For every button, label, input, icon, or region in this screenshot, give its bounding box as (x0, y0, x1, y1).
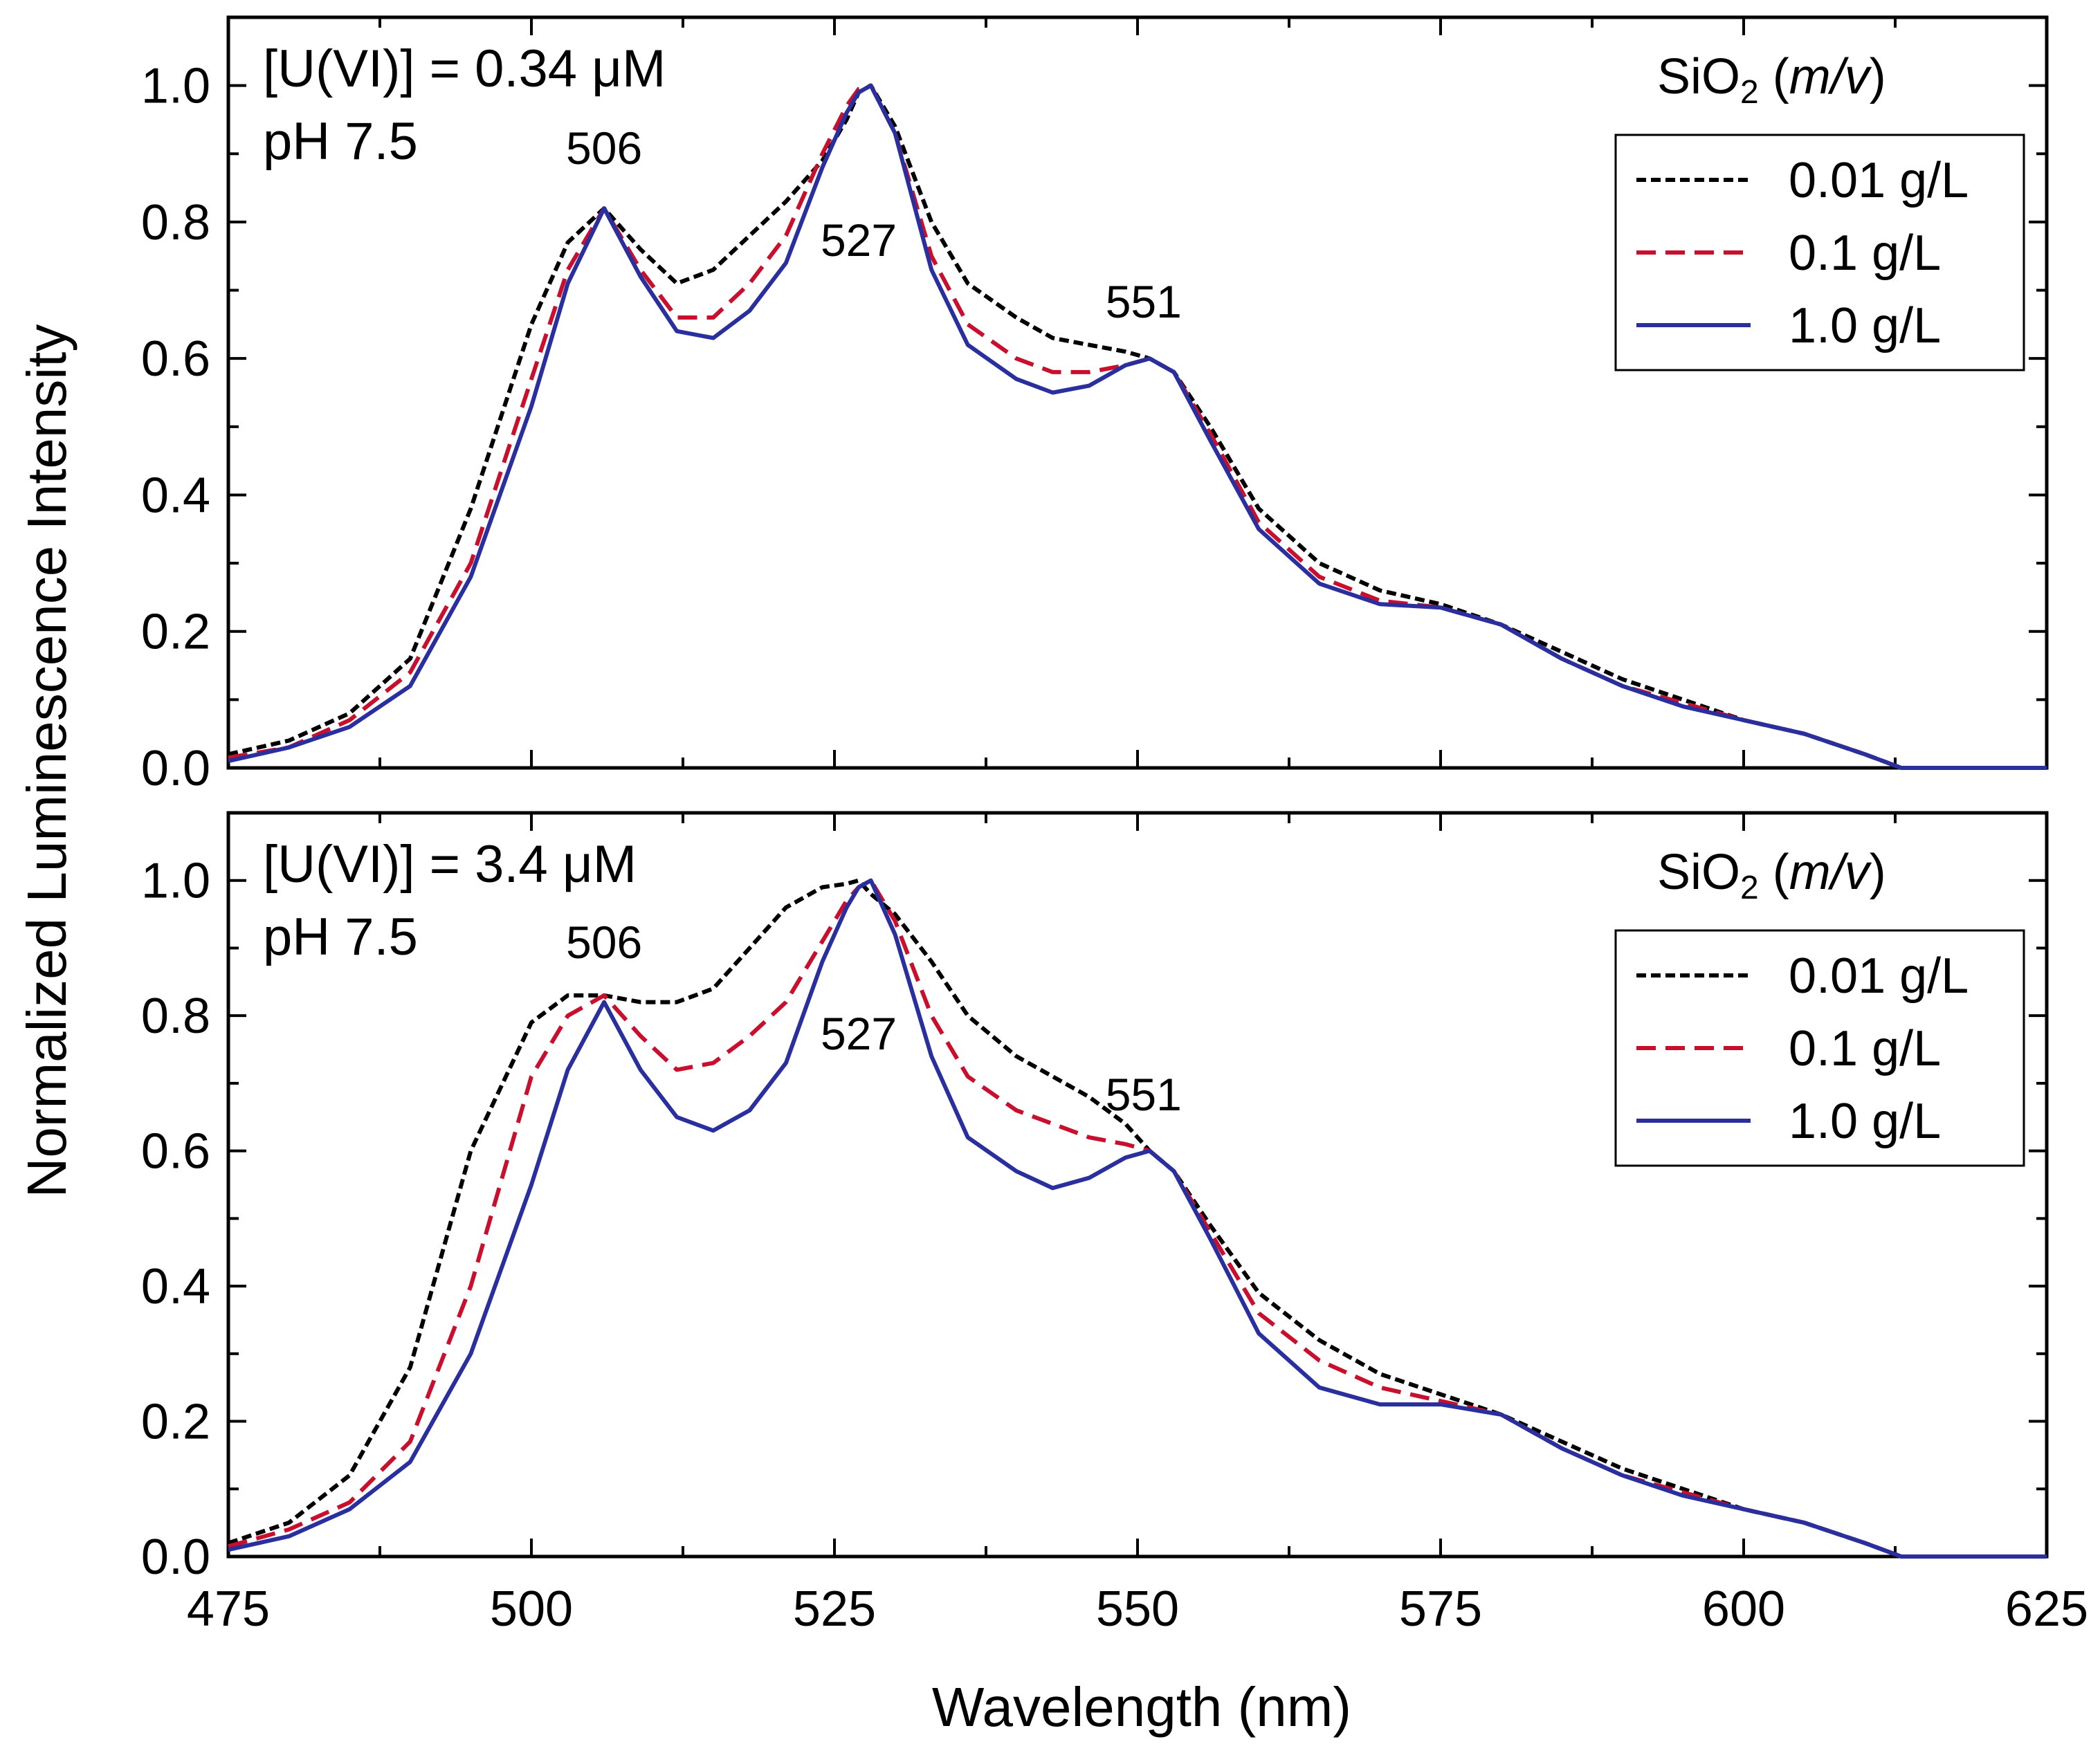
x-tick-label: 600 (1702, 1581, 1785, 1637)
panel-2: 0.0 0.2 0.4 0.6 0.8 1.0 475 500 525 550 575 600 625 5… (141, 811, 2088, 1637)
peak-label: 551 (1106, 276, 1182, 327)
y-tick-label: 0.6 (141, 331, 210, 387)
legend-entry-label: 1.0 g/L (1789, 1094, 1941, 1149)
legend-title: SiO2 (m/v) (1657, 49, 1886, 111)
series-line-0-01-g-L (228, 878, 2047, 1559)
x-tick-label: 625 (2005, 1581, 2088, 1637)
legend-entry-label: 0.01 g/L (1789, 948, 1969, 1004)
y-tick-label: 0.6 (141, 1124, 210, 1180)
plot-frame (226, 811, 2049, 1559)
peak-label: 527 (821, 214, 897, 266)
ph-label: pH 7.5 (263, 112, 418, 171)
y-tick-label: 0.2 (141, 605, 210, 660)
x-axis-title: Wavelength (nm) (932, 1676, 1351, 1738)
x-tick-label: 500 (490, 1581, 573, 1637)
legend-title: SiO2 (m/v) (1657, 845, 1886, 906)
x-tick-label: 550 (1096, 1581, 1179, 1637)
x-tick-label: 525 (793, 1581, 876, 1637)
panel-1: 0.0 0.2 0.4 0.6 0.8 1.0 506 527 551 [U(VI)] = 0.3… (141, 15, 2049, 796)
y-axis-title: Normalized Luminescence Intensity (16, 324, 77, 1198)
ph-label: pH 7.5 (263, 908, 418, 966)
peak-label: 527 (821, 1008, 897, 1059)
y-tick-label: 0.8 (141, 989, 210, 1044)
series-line-1-0-g-L (228, 878, 2047, 1559)
y-tick-label: 1.0 (141, 59, 210, 114)
legend-entry-label: 0.1 g/L (1789, 1021, 1941, 1076)
y-tick-label: 0.8 (141, 195, 210, 250)
y-tick-label: 0.4 (141, 1259, 210, 1314)
plot-frame (226, 15, 2049, 770)
concentration-label: [U(VI)] = 3.4 μM (263, 835, 637, 894)
peak-label: 506 (566, 917, 642, 968)
peak-label: 506 (566, 122, 642, 174)
y-tick-label: 0.0 (141, 741, 210, 796)
concentration-label: [U(VI)] = 0.34 μM (263, 39, 666, 98)
legend-entry-label: 0.1 g/L (1789, 226, 1941, 281)
legend-entry-label: 1.0 g/L (1789, 298, 1941, 354)
x-tick-label: 575 (1399, 1581, 1482, 1637)
y-tick-label: 0.2 (141, 1395, 210, 1450)
legend-entry-label: 0.01 g/L (1789, 153, 1969, 208)
series-line-0-01-g-L (228, 83, 2047, 770)
series-line-0-1-g-L (228, 878, 2047, 1559)
series-line-1-0-g-L (228, 83, 2047, 770)
x-tick-label: 475 (187, 1581, 270, 1637)
y-tick-label: 0.4 (141, 468, 210, 523)
y-tick-label: 1.0 (141, 854, 210, 909)
peak-label: 551 (1106, 1069, 1182, 1120)
y-tick-label: 0.0 (141, 1530, 210, 1585)
